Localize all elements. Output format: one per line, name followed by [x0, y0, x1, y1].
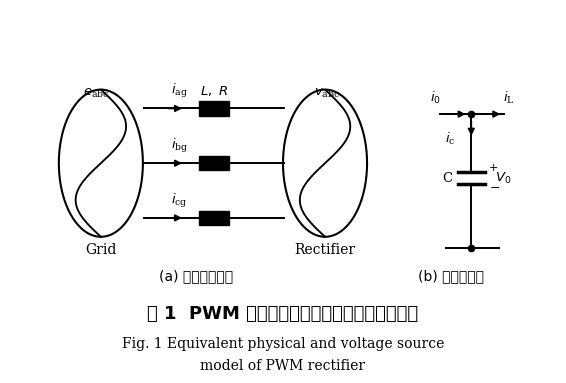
Text: $i_0$: $i_0$: [430, 90, 441, 106]
Text: (a) 等效物理模型: (a) 等效物理模型: [159, 269, 233, 283]
Text: −: −: [489, 182, 500, 195]
Text: $i_{\mathregular{bg}}$: $i_{\mathregular{bg}}$: [171, 137, 188, 155]
Text: $e_{\mathregular{abc}}$: $e_{\mathregular{abc}}$: [83, 87, 110, 100]
Text: +: +: [489, 164, 499, 173]
Text: $i_{\mathregular{L}}$: $i_{\mathregular{L}}$: [503, 90, 514, 106]
Text: Fig. 1 Equivalent physical and voltage source: Fig. 1 Equivalent physical and voltage s…: [122, 337, 444, 351]
Text: Grid: Grid: [85, 243, 117, 257]
Text: C: C: [442, 172, 452, 185]
Text: $i_{\mathregular{cg}}$: $i_{\mathregular{cg}}$: [171, 192, 187, 210]
Text: $i_{\mathregular{ag}}$: $i_{\mathregular{ag}}$: [171, 82, 188, 100]
Text: $L,\ R$: $L,\ R$: [200, 84, 228, 98]
Text: model of PWM rectifier: model of PWM rectifier: [200, 359, 366, 373]
FancyBboxPatch shape: [199, 101, 229, 116]
FancyBboxPatch shape: [199, 156, 229, 170]
Text: (b) 电压源模型: (b) 电压源模型: [418, 269, 484, 283]
FancyBboxPatch shape: [199, 211, 229, 225]
Text: $V_0$: $V_0$: [495, 171, 511, 186]
Text: $i_{\mathregular{c}}$: $i_{\mathregular{c}}$: [445, 131, 455, 147]
Text: 图 1  PWM 整流器的等效物理模型和电压源模型: 图 1 PWM 整流器的等效物理模型和电压源模型: [147, 305, 419, 323]
Text: Rectifier: Rectifier: [294, 243, 355, 257]
Text: $v_{\mathregular{abc}}$: $v_{\mathregular{abc}}$: [314, 87, 340, 100]
